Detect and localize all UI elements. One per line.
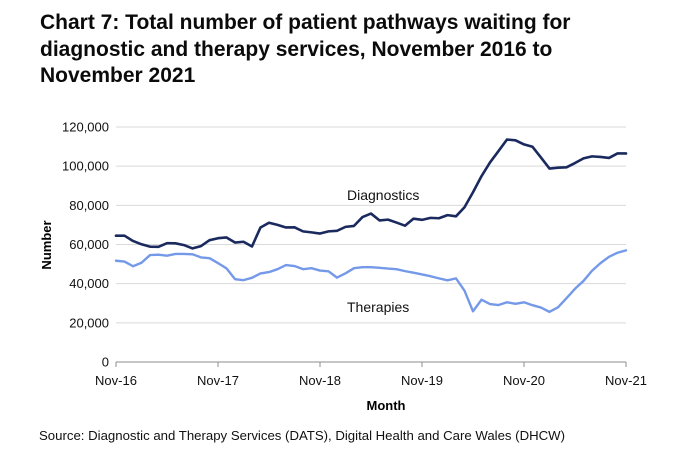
series-line-diagnostics — [114, 138, 628, 250]
x-tick-label: Nov-20 — [503, 373, 545, 388]
gridlines — [116, 126, 626, 324]
x-tick-labels: Nov-16 Nov-17 Nov-18 Nov-19 Nov-20 Nov-21 — [95, 373, 647, 388]
y-tick-label: 20,000 — [69, 315, 109, 330]
series-label-therapies: Therapies — [347, 299, 409, 315]
x-tick-label: Nov-19 — [401, 373, 443, 388]
y-tick-label: 60,000 — [69, 237, 109, 252]
x-axis — [115, 361, 627, 367]
series-line-therapies — [114, 249, 628, 314]
y-tick-label: 80,000 — [69, 198, 109, 213]
line-chart: 020,00040,00060,00080,000100,000120,000 … — [39, 120, 647, 414]
x-tick-label: Nov-21 — [605, 373, 647, 388]
x-tick-label: Nov-18 — [299, 373, 341, 388]
x-tick-label: Nov-17 — [197, 373, 239, 388]
x-tick-label: Nov-16 — [95, 373, 137, 388]
x-axis-label: Month — [367, 398, 406, 413]
y-tick-label: 40,000 — [69, 276, 109, 291]
y-tick-label: 120,000 — [62, 120, 109, 135]
source-note: Source: Diagnostic and Therapy Services … — [39, 428, 565, 443]
series-label-diagnostics: Diagnostics — [347, 187, 419, 203]
chart-title: Chart 7: Total number of patient pathway… — [40, 11, 571, 87]
y-axis-label: Number — [39, 220, 54, 269]
y-tick-label: 0 — [102, 355, 109, 370]
y-tick-label: 100,000 — [62, 159, 109, 174]
series-lines — [114, 138, 628, 314]
y-tick-labels: 0 20,000 40,000 60,000 80,000 100,000 120,000 — [62, 120, 109, 370]
